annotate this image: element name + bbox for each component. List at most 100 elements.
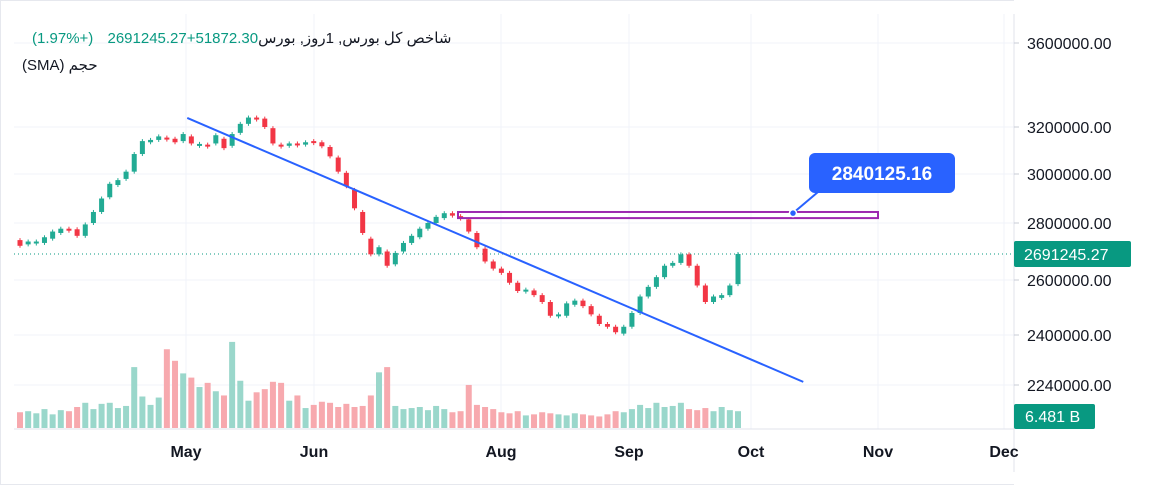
- volume-bar: [147, 404, 154, 428]
- candle: [694, 265, 700, 286]
- volume-bar: [253, 392, 260, 428]
- volume-bar: [547, 413, 554, 428]
- candle: [547, 302, 553, 316]
- candle: [343, 172, 349, 187]
- candle: [482, 248, 488, 262]
- volume-bar: [612, 411, 619, 428]
- volume-bar: [172, 360, 179, 428]
- candle: [507, 272, 513, 283]
- last-price-value: 2691245.27: [107, 30, 187, 47]
- candle: [498, 268, 504, 273]
- candle: [58, 228, 64, 233]
- resistance-zone[interactable]: [457, 210, 879, 220]
- candle: [107, 183, 113, 198]
- candle: [735, 253, 741, 285]
- candle: [278, 144, 284, 147]
- volume-bar: [131, 367, 138, 428]
- candle: [197, 143, 202, 146]
- volume-bar: [114, 408, 121, 428]
- last-price-badge-label: 2691245.27: [1024, 247, 1109, 264]
- candle: [213, 135, 219, 144]
- candle: [449, 213, 455, 216]
- last-volume-badge: 6.481 B: [1014, 404, 1095, 429]
- candle: [417, 228, 423, 238]
- volume-bar: [416, 407, 423, 428]
- volume-bar: [669, 405, 676, 428]
- time-axis-label: Dec: [989, 444, 1018, 461]
- volume-bar: [677, 402, 684, 428]
- volume-bar: [457, 411, 464, 428]
- candle: [82, 224, 88, 236]
- candle: [172, 138, 178, 143]
- candle: [50, 231, 56, 239]
- candle: [360, 211, 366, 233]
- candle: [588, 306, 594, 315]
- volume-bar: [98, 403, 105, 428]
- candle: [596, 315, 602, 324]
- time-axis-label: Oct: [738, 444, 765, 461]
- price-callout[interactable]: 2840125.16: [788, 153, 956, 218]
- volume-bar: [82, 402, 89, 428]
- volume-bar: [686, 409, 693, 428]
- candle: [670, 262, 676, 266]
- volume-bar: [155, 397, 162, 428]
- time-axis-label: Sep: [614, 444, 644, 461]
- candle: [531, 290, 537, 296]
- candle: [368, 238, 374, 255]
- candle: [686, 254, 692, 266]
- callout-stem: [792, 191, 819, 214]
- volume-indicator-title: حجم (SMA): [22, 57, 98, 74]
- volume-bar: [318, 401, 325, 428]
- candle: [556, 314, 561, 317]
- candle: [409, 235, 415, 243]
- candle: [580, 300, 586, 307]
- volume-bar: [441, 409, 448, 428]
- volume-bar: [204, 382, 211, 428]
- candle: [352, 189, 358, 209]
- volume-bar: [212, 391, 219, 428]
- volume-bar: [180, 373, 187, 428]
- trendline[interactable]: [186, 117, 804, 383]
- volume-bar: [490, 409, 497, 428]
- volume-bar: [702, 408, 709, 428]
- callout-anchor[interactable]: [788, 208, 798, 218]
- candle: [490, 261, 496, 269]
- volume-bar: [359, 405, 366, 428]
- volume-bar: [106, 402, 113, 428]
- candle: [637, 296, 643, 313]
- time-axis[interactable]: May Jun Aug Sep Oct Nov Dec: [170, 444, 1018, 461]
- candle: [33, 241, 39, 244]
- volume-bar: [579, 414, 586, 428]
- volume-bar: [269, 381, 276, 428]
- candle: [41, 237, 47, 243]
- volume-bar: [384, 367, 391, 428]
- price-axis-label: 2800000.00: [1027, 216, 1112, 233]
- candle: [221, 138, 227, 149]
- candle: [441, 213, 447, 219]
- volume-bar: [294, 395, 301, 428]
- volume-bar: [196, 387, 203, 428]
- volume-bar: [424, 410, 431, 428]
- volume-bar: [473, 404, 480, 428]
- price-axis[interactable]: 3600000.00 3200000.00 3000000.00 2800000.00…: [1014, 36, 1112, 395]
- callout-box: [809, 153, 955, 193]
- candle: [523, 289, 529, 292]
- volume-bar: [41, 409, 48, 428]
- candle: [229, 134, 235, 146]
- volume-bar: [74, 407, 81, 428]
- price-axis-label: 2400000.00: [1027, 328, 1112, 345]
- callout-label: 2840125.16: [832, 164, 932, 185]
- volume-bar: [376, 372, 382, 428]
- volume-bar: [555, 414, 562, 428]
- volume-bar: [392, 405, 399, 428]
- volume-bar: [645, 408, 652, 428]
- candle: [66, 228, 72, 231]
- candle: [156, 136, 162, 140]
- candle: [245, 117, 251, 124]
- candle: [392, 252, 398, 265]
- volume-bar: [302, 408, 309, 428]
- volume-bar: [327, 402, 334, 428]
- volume-bar: [65, 411, 72, 428]
- volume-bar: [596, 416, 603, 428]
